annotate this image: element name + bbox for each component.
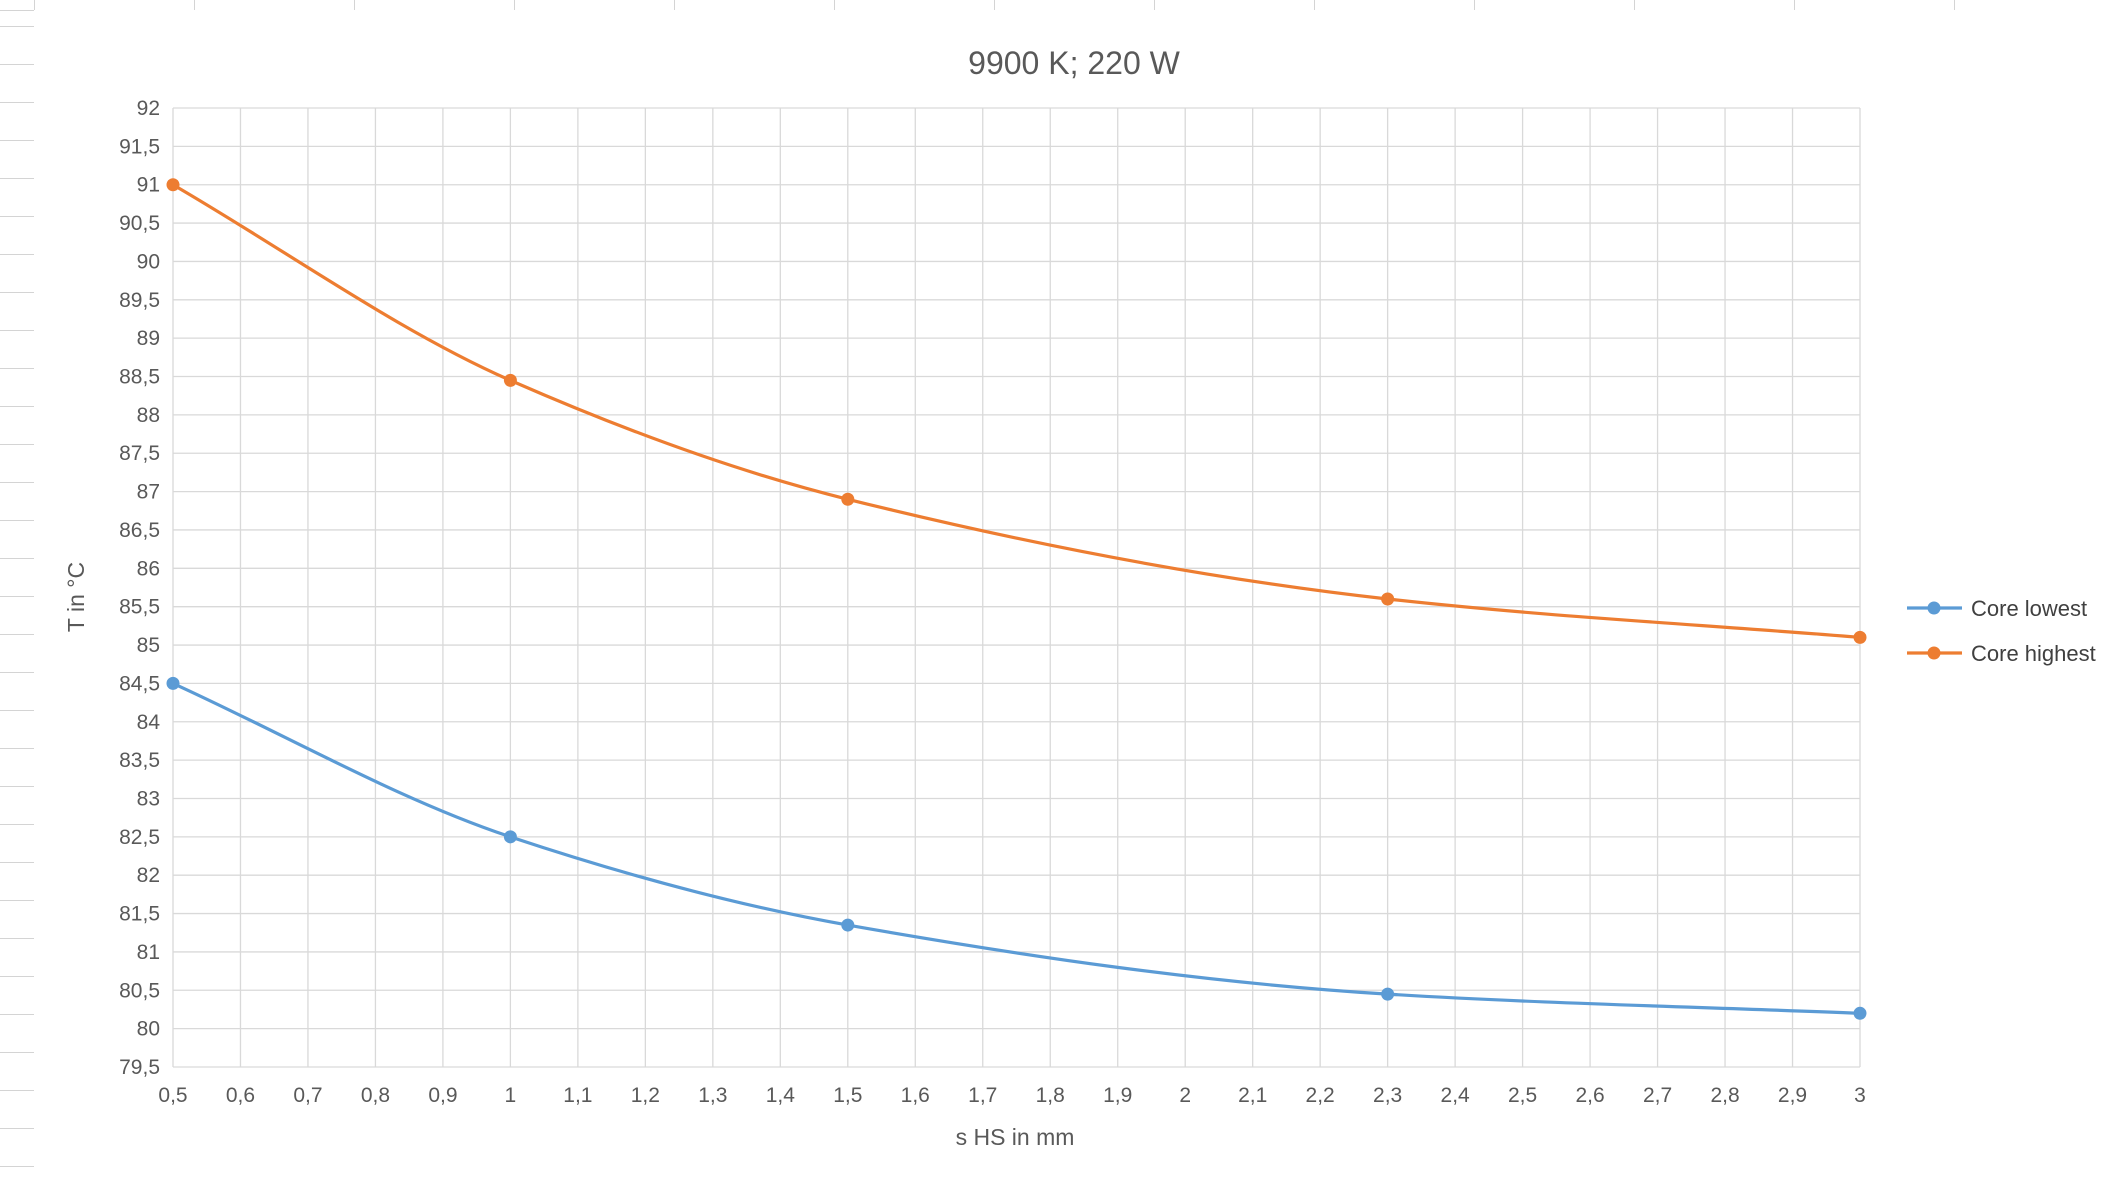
x-tick-label: 0,9	[428, 1084, 457, 1107]
y-tick-label: 83,5	[119, 749, 160, 772]
y-tick-label: 84	[137, 711, 161, 734]
y-tick-label: 81,5	[119, 903, 160, 926]
y-tick-label: 91,5	[119, 135, 160, 158]
line-chart: 9900 K; 220 W 79,5 80 80,5 81 81,5 82 82,5 83 83…	[63, 45, 2096, 1150]
y-tick-label: 89	[137, 327, 160, 350]
x-tick-label: 1	[505, 1084, 517, 1107]
y-tick-label: 80	[137, 1018, 160, 1041]
x-tick-label: 0,8	[361, 1084, 390, 1107]
data-point-core-lowest[interactable]	[166, 676, 180, 690]
x-axis-title: s HS in mm	[956, 1124, 1075, 1150]
y-tick-label: 81	[137, 941, 160, 964]
x-tick-label: 0,6	[226, 1084, 255, 1107]
x-tick-label: 1,5	[833, 1084, 862, 1107]
x-tick-label: 2,8	[1710, 1084, 1739, 1107]
y-tick-label: 83	[137, 787, 160, 810]
x-tick-label: 1,1	[563, 1084, 592, 1107]
x-tick-label: 1,2	[631, 1084, 660, 1107]
data-point-core-highest[interactable]	[1853, 630, 1867, 644]
legend-label-core-lowest: Core lowest	[1971, 596, 2087, 621]
series-line-core-highest	[171, 183, 1862, 639]
series-line-core-lowest	[171, 681, 1862, 1015]
y-tick-label: 88,5	[119, 366, 160, 389]
data-point-core-lowest[interactable]	[1853, 1006, 1867, 1020]
y-tick-label: 82,5	[119, 826, 160, 849]
y-tick-label: 86,5	[119, 519, 160, 542]
y-tick-label: 91	[137, 174, 160, 197]
series-layer	[166, 178, 1867, 1020]
y-tick-label: 88	[137, 404, 160, 427]
data-point-core-highest[interactable]	[503, 373, 517, 387]
x-tick-label: 1,6	[901, 1084, 930, 1107]
y-tick-label: 82	[137, 864, 160, 887]
y-tick-label: 87	[137, 481, 160, 504]
legend-marker-core-lowest	[1927, 601, 1941, 615]
x-tick-label: 1,4	[766, 1084, 796, 1107]
data-point-core-lowest[interactable]	[841, 918, 855, 932]
y-tick-label: 79,5	[119, 1056, 160, 1079]
data-point-core-highest[interactable]	[841, 492, 855, 506]
x-tick-label: 2,1	[1238, 1084, 1267, 1107]
x-tick-label: 3	[1854, 1084, 1866, 1107]
data-point-core-highest[interactable]	[1381, 592, 1395, 606]
x-tick-label: 1,3	[698, 1084, 727, 1107]
legend-marker-core-highest	[1927, 646, 1941, 660]
x-tick-label: 1,8	[1036, 1084, 1065, 1107]
y-tick-label: 84,5	[119, 672, 160, 695]
y-tick-label: 89,5	[119, 289, 160, 312]
x-tick-label: 2,7	[1643, 1084, 1672, 1107]
y-tick-label: 90,5	[119, 212, 160, 235]
x-tick-label: 2,3	[1373, 1084, 1402, 1107]
data-point-core-lowest[interactable]	[1381, 987, 1395, 1001]
chart-area[interactable]: 9900 K; 220 W 79,5 80 80,5 81 81,5 82 82,5 83 83…	[34, 10, 2107, 1177]
chart-title: 9900 K; 220 W	[968, 45, 1180, 81]
legend-item-core-lowest[interactable]: Core lowest	[1907, 596, 2087, 621]
x-tick-label: 2,6	[1575, 1084, 1604, 1107]
y-tick-label: 80,5	[119, 979, 160, 1002]
y-axis-title: T in °C	[63, 562, 89, 632]
y-tick-label: 85	[137, 634, 160, 657]
x-tick-label: 2,4	[1441, 1084, 1471, 1107]
y-tick-label: 86	[137, 557, 160, 580]
x-tick-label: 2,2	[1306, 1084, 1335, 1107]
x-tick-label: 2,5	[1508, 1084, 1537, 1107]
y-tick-label: 85,5	[119, 596, 160, 619]
data-point-core-highest[interactable]	[166, 178, 180, 192]
legend-label-core-highest: Core highest	[1971, 641, 2096, 666]
x-tick-label: 2	[1179, 1084, 1191, 1107]
x-tick-label: 0,5	[158, 1084, 187, 1107]
y-tick-label: 90	[137, 250, 160, 273]
x-tick-label: 0,7	[293, 1084, 322, 1107]
plot-gridlines	[172, 107, 1861, 1068]
x-tick-label: 1,9	[1103, 1084, 1132, 1107]
x-axis-tick-labels: 0,5 0,6 0,7 0,8 0,9 1 1,1 1,2 1,3 1,4 1,5 1,6 1,7 1,8…	[158, 1084, 1865, 1107]
y-tick-label: 92	[137, 97, 160, 120]
legend-item-core-highest[interactable]: Core highest	[1907, 641, 2096, 666]
x-tick-label: 1,7	[968, 1084, 997, 1107]
x-tick-label: 2,9	[1778, 1084, 1807, 1107]
legend[interactable]: Core lowest Core highest	[1907, 596, 2096, 666]
y-axis-tick-labels: 79,5 80 80,5 81 81,5 82 82,5 83 83,5 84 84,5 85 85,5…	[119, 97, 160, 1079]
y-tick-label: 87,5	[119, 442, 160, 465]
data-point-core-lowest[interactable]	[503, 830, 517, 844]
